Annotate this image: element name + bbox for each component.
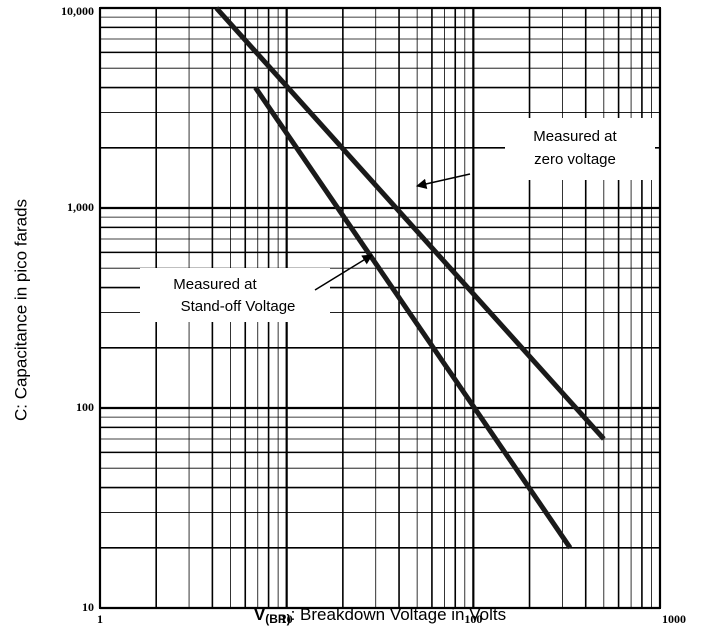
annotation-arrow <box>314 254 373 291</box>
y-axis-label: C: Capacitance in pico farads <box>11 199 30 421</box>
x-tick-label: 100 <box>464 612 482 626</box>
x-tick-label: 1 <box>97 612 103 626</box>
y-tick-label: 10,000 <box>61 4 94 18</box>
x-axis-label-part: : Breakdown Voltage in Volts <box>291 605 506 624</box>
annotation-box <box>505 118 655 180</box>
x-axis-label-part: (BR) <box>265 612 290 626</box>
y-tick-label: 100 <box>76 400 94 414</box>
x-axis-label-part: V <box>254 605 266 624</box>
annotation: Measured at <box>533 128 617 145</box>
series-line <box>214 6 606 441</box>
lines <box>214 6 606 550</box>
x-tick-label: 1000 <box>662 612 686 626</box>
y-tick-label: 1,000 <box>67 200 94 214</box>
annotation-arrow <box>415 173 471 190</box>
x-tick-label: 10 <box>281 612 293 626</box>
series-line <box>253 86 573 550</box>
annotation: Measured at <box>173 276 257 293</box>
y-tick-label: 10 <box>82 600 94 614</box>
annotation-box <box>140 268 330 322</box>
annotation: zero voltage <box>534 151 616 168</box>
x-axis-label: V(BR): Breakdown Voltage in Volts <box>254 605 506 626</box>
annotation: Stand-off Voltage <box>181 298 296 315</box>
